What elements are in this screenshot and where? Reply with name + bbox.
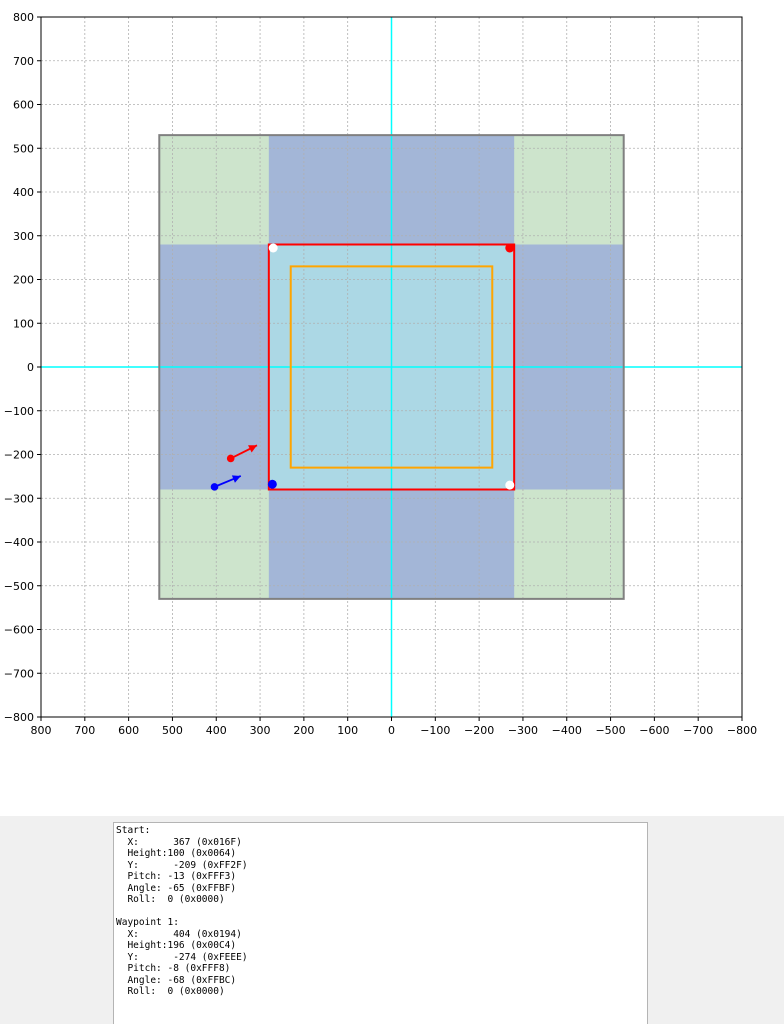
x-tick-label: 300 <box>250 724 271 737</box>
x-tick-label: −400 <box>552 724 582 737</box>
y-tick-label: 300 <box>13 230 34 243</box>
waypoint-1-arrow-head <box>231 475 241 483</box>
x-tick-label: −100 <box>420 724 450 737</box>
y-tick-label: 0 <box>27 361 34 374</box>
y-tick-label: −800 <box>4 711 34 724</box>
x-tick-label: 200 <box>293 724 314 737</box>
markers-layer <box>267 243 515 490</box>
arrows-layer <box>210 444 258 491</box>
plot-area: 800 700 600 500 400 300 200 100 0 −100 −200 −300 −40… <box>4 11 757 737</box>
x-tick-label: 0 <box>388 724 395 737</box>
x-tick-label: 600 <box>118 724 139 737</box>
y-axis-ticks: 800 700 600 500 400 300 200 100 0 −100 −200 −300 −40… <box>4 11 41 724</box>
x-tick-label: −700 <box>683 724 713 737</box>
y-tick-label: −600 <box>4 624 34 637</box>
x-tick-label: 400 <box>206 724 227 737</box>
corner-top-right-marker <box>505 243 515 253</box>
x-tick-label: 100 <box>337 724 358 737</box>
y-tick-label: 500 <box>13 142 34 155</box>
y-tick-label: 700 <box>13 55 34 68</box>
y-tick-label: −100 <box>4 405 34 418</box>
y-tick-label: 100 <box>13 317 34 330</box>
y-tick-label: −500 <box>4 580 34 593</box>
x-tick-label: 500 <box>162 724 183 737</box>
corner-top-left-marker <box>268 243 278 253</box>
y-tick-label: −700 <box>4 667 34 680</box>
outer-boundary <box>158 134 625 600</box>
corner-bottom-left-marker <box>267 479 277 489</box>
boundaries-layer <box>158 134 625 600</box>
info-text-box[interactable]: Start: X: 367 (0x016F) Height:100 (0x006… <box>113 822 648 1024</box>
y-tick-label: −200 <box>4 449 34 462</box>
x-axis-ticks: 800 700 600 500 400 300 200 100 0 −100 −200 −300 −40… <box>31 717 757 737</box>
x-tick-label: −600 <box>639 724 669 737</box>
x-tick-label: −200 <box>464 724 494 737</box>
x-tick-label: −800 <box>727 724 757 737</box>
y-tick-label: 200 <box>13 274 34 287</box>
y-tick-label: 600 <box>13 99 34 112</box>
y-tick-label: 400 <box>13 186 34 199</box>
y-tick-label: 800 <box>13 11 34 24</box>
x-tick-label: 800 <box>31 724 52 737</box>
corner-bottom-right-marker <box>505 480 515 490</box>
start-arrow-head <box>248 445 257 453</box>
x-tick-label: −500 <box>595 724 625 737</box>
axis-lines-layer <box>41 17 742 717</box>
red-boundary <box>267 243 516 491</box>
y-tick-label: −400 <box>4 536 34 549</box>
x-tick-label: −300 <box>508 724 538 737</box>
x-tick-label: 700 <box>74 724 95 737</box>
info-text: Start: X: 367 (0x016F) Height:100 (0x006… <box>116 825 248 997</box>
orange-boundary <box>289 265 494 469</box>
y-tick-label: −300 <box>4 492 34 505</box>
